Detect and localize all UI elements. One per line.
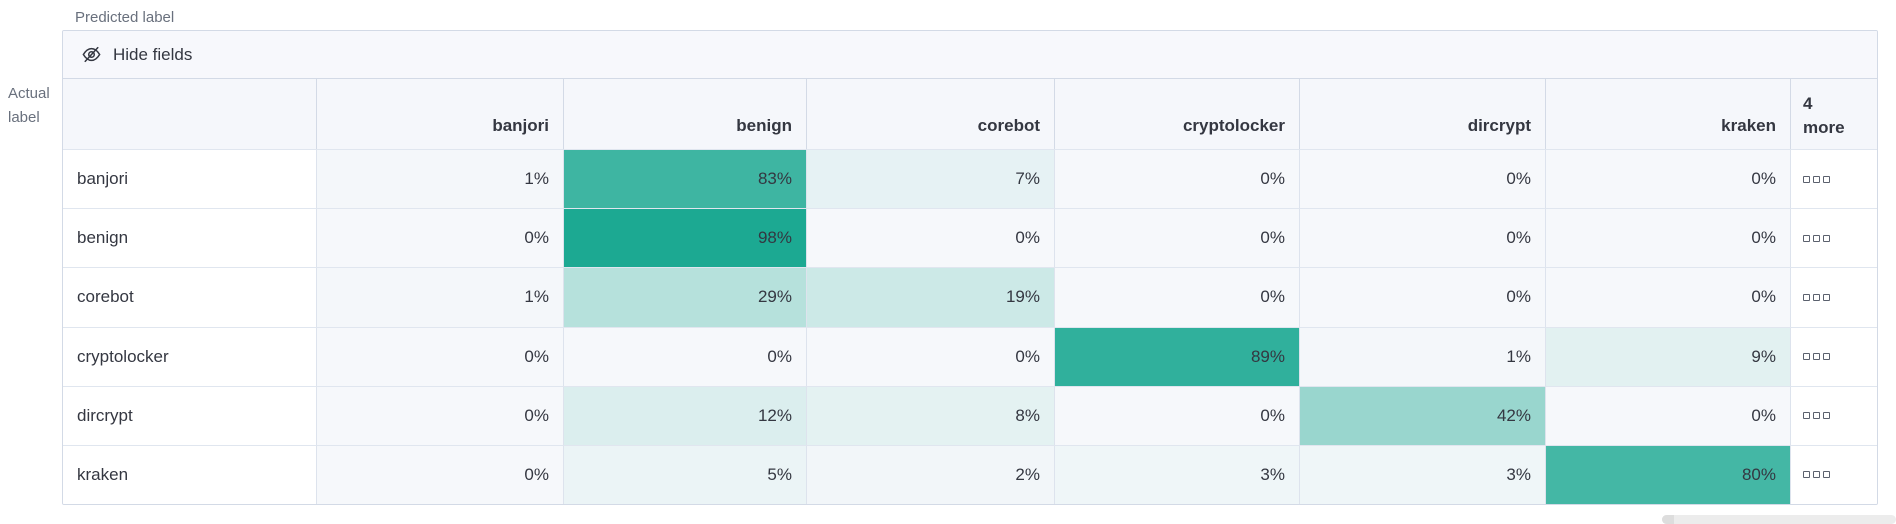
boxes-horizontal-icon[interactable] [1803, 175, 1830, 183]
column-header-kraken[interactable]: kraken [1545, 79, 1790, 149]
boxes-horizontal-icon[interactable] [1803, 293, 1830, 301]
matrix-cell-kraken-cryptolocker[interactable]: 3% [1054, 444, 1299, 504]
matrix-cell-dircrypt-cryptolocker[interactable]: 0% [1054, 385, 1299, 445]
matrix-cell-cryptolocker-dircrypt[interactable]: 1% [1299, 326, 1545, 386]
matrix-cell-kraken-dircrypt[interactable]: 3% [1299, 444, 1545, 504]
matrix-cell-banjori-benign[interactable]: 83% [563, 149, 806, 209]
matrix-cell-dircrypt-dircrypt[interactable]: 42% [1299, 385, 1545, 445]
matrix-cell-banjori-dircrypt[interactable]: 0% [1299, 149, 1545, 209]
matrix-cell-cryptolocker-corebot[interactable]: 0% [806, 326, 1054, 386]
matrix-row-kraken: kraken 0% 5% 2% 3% 3% 80% [63, 444, 1877, 504]
row-label-corebot[interactable]: corebot [63, 267, 316, 327]
matrix-row-dircrypt: dircrypt 0% 12% 8% 0% 42% 0% [63, 385, 1877, 445]
eye-slash-icon [81, 44, 102, 65]
matrix-cell-benign-kraken[interactable]: 0% [1545, 208, 1790, 268]
column-header-label: cryptolocker [1182, 116, 1285, 135]
matrix-cell-kraken-kraken[interactable]: 80% [1545, 444, 1790, 504]
boxes-horizontal-icon[interactable] [1803, 234, 1830, 242]
confusion-matrix-grid: banjori benign corebot cryptolocker dircrypt… [63, 79, 1877, 504]
more-columns-label: 4 more [1803, 94, 1845, 137]
matrix-cell-corebot-kraken[interactable]: 0% [1545, 267, 1790, 327]
matrix-corner-cell [63, 79, 316, 149]
matrix-cell-benign-banjori[interactable]: 0% [316, 208, 563, 268]
hide-fields-label: Hide fields [113, 44, 193, 64]
row-more-cell [1790, 149, 1877, 209]
column-header-label: banjori [492, 116, 549, 135]
row-label-cryptolocker[interactable]: cryptolocker [63, 326, 316, 386]
matrix-cell-corebot-cryptolocker[interactable]: 0% [1054, 267, 1299, 327]
column-header-corebot[interactable]: corebot [806, 79, 1054, 149]
matrix-cell-cryptolocker-cryptolocker[interactable]: 89% [1054, 326, 1299, 386]
column-header-label: kraken [1721, 116, 1776, 135]
row-more-cell [1790, 385, 1877, 445]
matrix-cell-banjori-corebot[interactable]: 7% [806, 149, 1054, 209]
column-header-benign[interactable]: benign [563, 79, 806, 149]
actual-label-axis-title: Actual label [8, 82, 60, 130]
column-header-more[interactable]: 4 more [1790, 79, 1877, 149]
boxes-horizontal-icon[interactable] [1803, 471, 1830, 479]
row-label-benign[interactable]: benign [63, 208, 316, 268]
datagrid-toolbar: Hide fields [63, 31, 1877, 79]
matrix-cell-dircrypt-benign[interactable]: 12% [563, 385, 806, 445]
matrix-cell-banjori-cryptolocker[interactable]: 0% [1054, 149, 1299, 209]
column-header-label: benign [736, 116, 792, 135]
matrix-cell-corebot-dircrypt[interactable]: 0% [1299, 267, 1545, 327]
boxes-horizontal-icon[interactable] [1803, 353, 1830, 361]
matrix-row-benign: benign 0% 98% 0% 0% 0% 0% [63, 208, 1877, 268]
row-more-cell [1790, 208, 1877, 268]
hide-fields-button[interactable]: Hide fields [81, 44, 192, 65]
matrix-cell-dircrypt-corebot[interactable]: 8% [806, 385, 1054, 445]
actual-label-line2: label [8, 109, 40, 126]
matrix-cell-corebot-benign[interactable]: 29% [563, 267, 806, 327]
horizontal-scrollbar-thumb[interactable] [1662, 515, 1896, 524]
matrix-cell-kraken-corebot[interactable]: 2% [806, 444, 1054, 504]
matrix-cell-cryptolocker-banjori[interactable]: 0% [316, 326, 563, 386]
row-label-banjori[interactable]: banjori [63, 149, 316, 209]
matrix-cell-benign-dircrypt[interactable]: 0% [1299, 208, 1545, 268]
row-more-cell [1790, 326, 1877, 386]
matrix-cell-cryptolocker-benign[interactable]: 0% [563, 326, 806, 386]
confusion-matrix-panel: Hide fields banjori benign corebot cryptolo… [62, 30, 1878, 505]
matrix-row-corebot: corebot 1% 29% 19% 0% 0% 0% [63, 267, 1877, 327]
matrix-cell-dircrypt-kraken[interactable]: 0% [1545, 385, 1790, 445]
matrix-cell-banjori-banjori[interactable]: 1% [316, 149, 563, 209]
row-more-cell [1790, 444, 1877, 504]
column-header-label: dircrypt [1467, 116, 1531, 135]
matrix-cell-cryptolocker-kraken[interactable]: 9% [1545, 326, 1790, 386]
matrix-row-banjori: banjori 1% 83% 7% 0% 0% 0% [63, 149, 1877, 209]
boxes-horizontal-icon[interactable] [1803, 412, 1830, 420]
column-header-banjori[interactable]: banjori [316, 79, 563, 149]
matrix-cell-corebot-banjori[interactable]: 1% [316, 267, 563, 327]
matrix-cell-banjori-kraken[interactable]: 0% [1545, 149, 1790, 209]
matrix-cell-corebot-corebot[interactable]: 19% [806, 267, 1054, 327]
row-label-dircrypt[interactable]: dircrypt [63, 385, 316, 445]
matrix-cell-benign-corebot[interactable]: 0% [806, 208, 1054, 268]
matrix-cell-kraken-benign[interactable]: 5% [563, 444, 806, 504]
row-more-cell [1790, 267, 1877, 327]
row-label-kraken[interactable]: kraken [63, 444, 316, 504]
matrix-cell-dircrypt-banjori[interactable]: 0% [316, 385, 563, 445]
matrix-header-row: banjori benign corebot cryptolocker dircrypt… [63, 79, 1877, 149]
matrix-cell-benign-cryptolocker[interactable]: 0% [1054, 208, 1299, 268]
actual-label-line1: Actual [8, 85, 50, 102]
column-header-dircrypt[interactable]: dircrypt [1299, 79, 1545, 149]
column-header-cryptolocker[interactable]: cryptolocker [1054, 79, 1299, 149]
matrix-cell-kraken-banjori[interactable]: 0% [316, 444, 563, 504]
matrix-cell-benign-benign[interactable]: 98% [563, 208, 806, 268]
matrix-row-cryptolocker: cryptolocker 0% 0% 0% 89% 1% 9% [63, 326, 1877, 386]
column-header-label: corebot [977, 116, 1040, 135]
predicted-label-axis-title: Predicted label [75, 9, 175, 26]
